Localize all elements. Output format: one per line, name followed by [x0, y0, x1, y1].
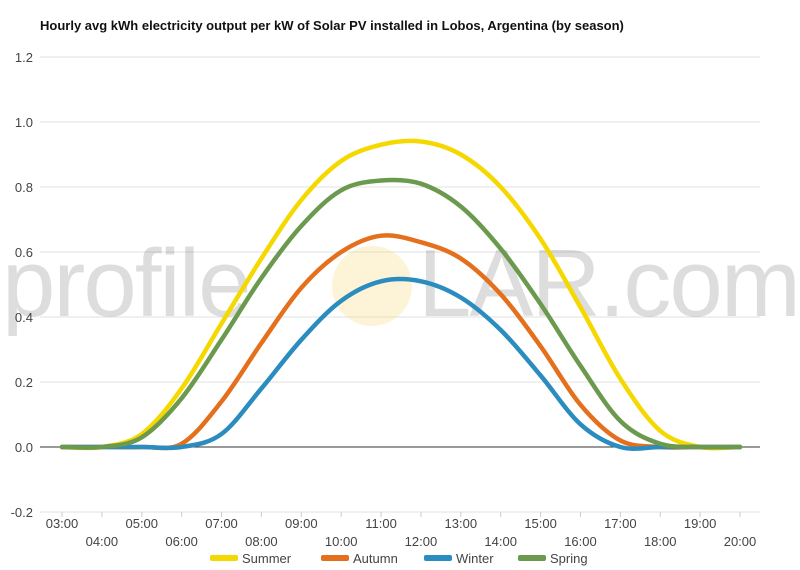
legend-label-winter: Winter — [456, 551, 494, 566]
chart-title: Hourly avg kWh electricity output per kW… — [40, 18, 624, 33]
series-line-summer — [59, 138, 743, 451]
series-line-autumn — [59, 233, 743, 451]
x-tick-label: 12:00 — [405, 534, 438, 549]
x-tick-label: 07:00 — [205, 516, 238, 531]
x-tick-label: 16:00 — [564, 534, 597, 549]
legend-swatch-winter — [424, 555, 452, 561]
x-tick-label: 10:00 — [325, 534, 358, 549]
watermark-suffix: LAR.com — [418, 230, 799, 337]
x-tick-label: 05:00 — [125, 516, 158, 531]
x-tick-label: 14:00 — [484, 534, 517, 549]
legend: Summer Autumn Winter Spring — [210, 551, 588, 566]
x-tick-label: 11:00 — [365, 516, 397, 531]
y-tick-label: 1.2 — [15, 50, 33, 65]
x-tick-label: 20:00 — [724, 534, 757, 549]
legend-swatch-autumn — [321, 555, 349, 561]
legend-swatch-summer — [210, 555, 238, 561]
x-tick-label: 04:00 — [86, 534, 119, 549]
legend-label-autumn: Autumn — [353, 551, 398, 566]
x-tick-label: 18:00 — [644, 534, 677, 549]
x-tick-label: 19:00 — [684, 516, 717, 531]
y-tick-label: 0.8 — [15, 180, 33, 195]
series-line-spring — [59, 177, 743, 450]
watermark-prefix: profile — [2, 230, 249, 337]
x-tick-label: 13:00 — [445, 516, 478, 531]
x-tick-label: 15:00 — [524, 516, 557, 531]
x-tick-label: 03:00 — [46, 516, 79, 531]
x-tick-label: 17:00 — [604, 516, 637, 531]
legend-label-summer: Summer — [242, 551, 292, 566]
y-tick-label: 1.0 — [15, 115, 33, 130]
x-tick-label: 06:00 — [165, 534, 198, 549]
watermark: profile LAR.com — [2, 230, 800, 337]
y-tick-label: -0.2 — [11, 505, 33, 520]
x-tick-label: 09:00 — [285, 516, 318, 531]
grid-lines — [40, 56, 760, 513]
x-axis-ticks: 03:00 04:00 05:00 06:00 07:00 08:00 09:00 10:00… — [46, 512, 757, 549]
y-tick-label: 0.6 — [15, 245, 33, 260]
y-tick-label: 0.2 — [15, 375, 33, 390]
legend-swatch-spring — [518, 555, 546, 561]
legend-label-spring: Spring — [550, 551, 588, 566]
series-line-winter — [59, 276, 743, 451]
y-axis-ticks: -0.2 0.0 0.2 0.4 0.6 0.8 1.0 1.2 — [11, 50, 33, 520]
y-tick-label: 0.0 — [15, 440, 33, 455]
x-tick-label: 08:00 — [245, 534, 278, 549]
series-lines — [59, 138, 743, 451]
y-tick-label: 0.4 — [15, 310, 33, 325]
